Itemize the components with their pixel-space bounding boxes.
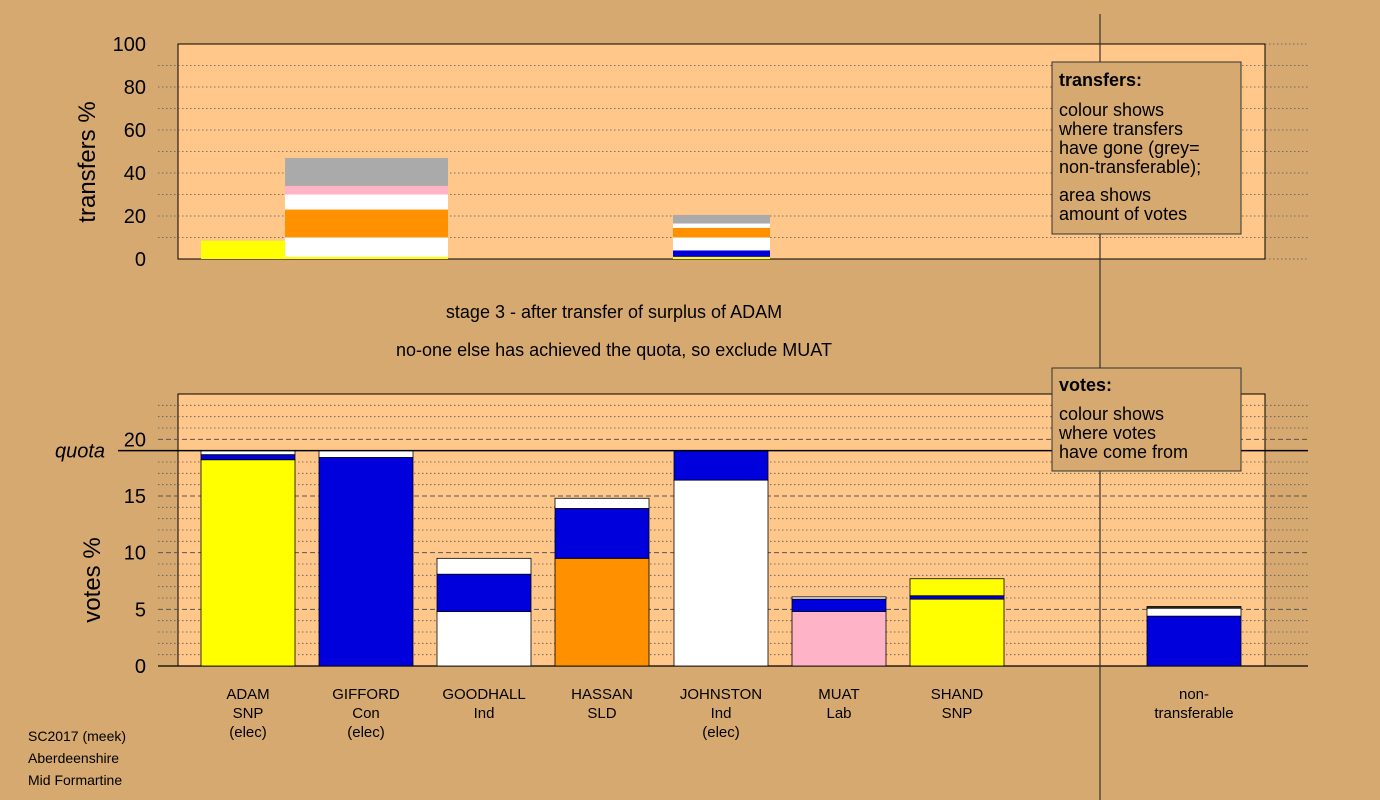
footer-ward: Mid Formartine (28, 772, 122, 788)
candidate-label: Ind (474, 705, 495, 722)
votes-legend-title: votes: (1059, 375, 1112, 395)
vote-segment (436, 573, 532, 613)
transfer-segment (673, 250, 770, 257)
candidate-label: (elec) (347, 724, 385, 741)
votes-legend-line: have come from (1059, 442, 1188, 462)
y-tick-label: 100 (113, 34, 146, 56)
votes-legend-line: colour shows (1059, 404, 1164, 424)
candidate-label: SNP (942, 705, 973, 722)
candidate-label: MUAT (818, 686, 859, 703)
vote-segment (909, 595, 1005, 600)
stage-exclusion-note: no-one else has achieved the quota, so e… (396, 340, 832, 360)
votes-legend-line: where votes (1058, 423, 1156, 443)
candidate-label: non- (1179, 686, 1209, 703)
candidate-label: Lab (826, 705, 851, 722)
transfer-segment (673, 223, 770, 228)
vote-segment (200, 459, 296, 667)
vote-segment (554, 508, 650, 559)
vote-segment (318, 450, 414, 458)
vote-segment (1146, 606, 1242, 609)
candidate-labels: ADAM SNP (elec) GIFFORD Con (elec) GOODHALL Ind… (226, 686, 1233, 741)
transfers-legend-line: non-transferable); (1059, 157, 1201, 177)
vote-segment (436, 611, 532, 667)
y-tick-label: 40 (124, 163, 146, 185)
vote-segment (909, 598, 1005, 667)
vote-segment (673, 479, 769, 667)
votes-y-ticks: 0 5 10 15 20 (124, 429, 146, 678)
quota-label: quota (55, 441, 105, 463)
transfers-y-ticks: 0 20 40 60 80 100 (113, 34, 146, 271)
transfers-legend-line: colour shows (1059, 100, 1164, 120)
vote-segment (318, 457, 414, 667)
vote-segment (791, 611, 887, 667)
vote-segment (1146, 615, 1242, 667)
vote-segment (436, 557, 532, 575)
candidate-label: ADAM (226, 686, 269, 703)
transfers-y-axis-label: transfers % (74, 101, 101, 222)
candidate-label: HASSAN (571, 686, 633, 703)
candidate-label: Ind (711, 705, 732, 722)
vote-segment (200, 454, 296, 461)
transfer-segment (673, 237, 770, 251)
candidate-label: SHAND (931, 686, 984, 703)
candidate-label: GOODHALL (442, 686, 525, 703)
transfer-segment (285, 209, 448, 238)
transfers-legend-line: area shows (1059, 185, 1151, 205)
transfer-segment (285, 194, 448, 210)
y-tick-label: 20 (124, 429, 146, 451)
transfers-gridlines (158, 43, 1308, 260)
y-tick-label: 80 (124, 77, 146, 99)
transfer-segment (285, 256, 448, 259)
y-tick-label: 15 (124, 486, 146, 508)
y-tick-label: 0 (135, 656, 146, 678)
votes-legend: votes: colour shows where votes have com… (1051, 367, 1242, 472)
y-tick-label: 0 (135, 249, 146, 271)
transfers-legend-title: transfers: (1059, 70, 1142, 90)
transfer-segment (201, 240, 296, 259)
candidate-label: JOHNSTON (680, 686, 762, 703)
footer-council: Aberdeenshire (28, 750, 119, 766)
candidate-label: SNP (233, 705, 264, 722)
transfers-legend-line: where transfers (1058, 119, 1183, 139)
transfer-segment (285, 185, 448, 195)
transfer-segment (285, 157, 448, 186)
candidate-label: (elec) (229, 724, 267, 741)
vote-segment (554, 497, 650, 509)
transfer-segment (673, 227, 770, 238)
transfers-legend-line: amount of votes (1059, 204, 1187, 224)
vote-segment (673, 450, 769, 481)
transfer-segment (673, 256, 770, 259)
candidate-label: GIFFORD (332, 686, 400, 703)
transfers-legend-line: have gone (grey= (1059, 138, 1200, 158)
vote-segment (554, 557, 650, 667)
y-tick-label: 5 (135, 599, 146, 621)
candidate-label: SLD (587, 705, 616, 722)
y-tick-label: 20 (124, 206, 146, 228)
vote-segment (1146, 607, 1242, 617)
vote-segment (791, 596, 887, 600)
stage-heading: stage 3 - after transfer of surplus of A… (446, 302, 782, 322)
candidate-label: transferable (1154, 705, 1233, 722)
footer-election: SC2017 (meek) (28, 728, 126, 744)
votes-bars (200, 450, 1242, 667)
candidate-label: Con (352, 705, 380, 722)
transfer-segment (285, 237, 448, 257)
candidate-label: (elec) (702, 724, 740, 741)
transfers-bars (201, 157, 770, 259)
transfers-legend: transfers: colour shows where transfers … (1051, 61, 1242, 235)
transfer-segment (673, 214, 770, 224)
vote-segment (791, 598, 887, 613)
y-tick-label: 10 (124, 543, 146, 565)
votes-y-axis-label: votes % (79, 537, 106, 622)
vote-segment (909, 578, 1005, 597)
y-tick-label: 60 (124, 120, 146, 142)
